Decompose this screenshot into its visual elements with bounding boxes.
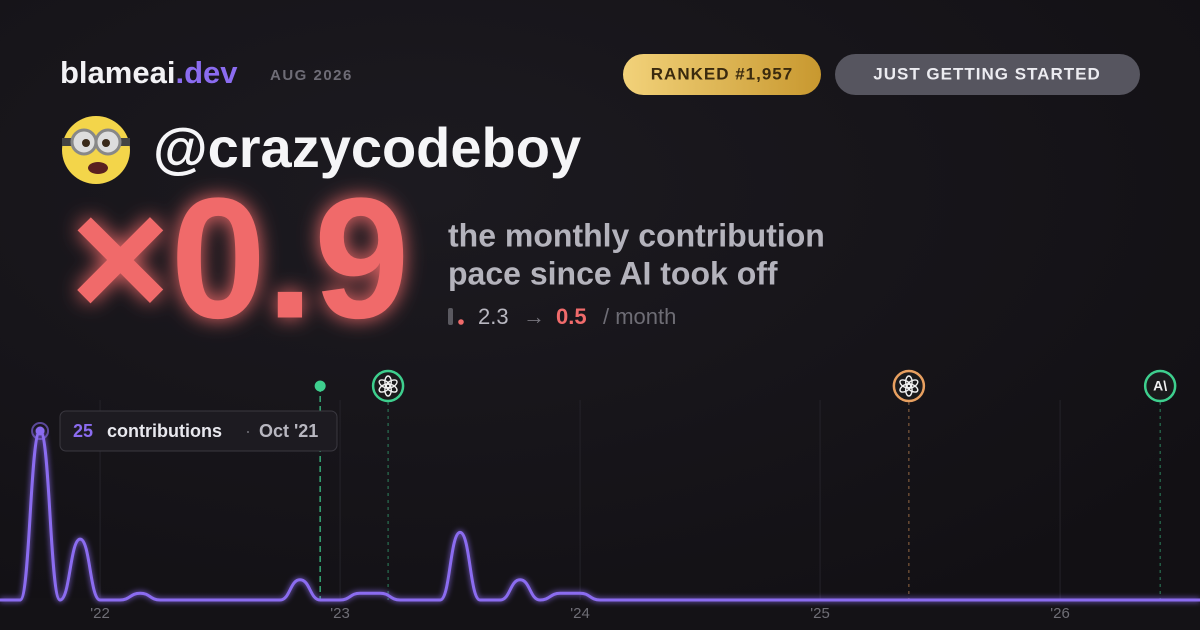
- tooltip-value: 25: [73, 421, 93, 441]
- rank-pill: [623, 54, 821, 95]
- before-icon: [448, 308, 453, 325]
- after-value: 0.5: [556, 304, 587, 329]
- event-icon: [1143, 369, 1177, 403]
- event-label: A\: [1153, 378, 1167, 394]
- openai-icon: [378, 375, 398, 397]
- before-value: 2.3: [478, 304, 509, 329]
- arrow: →: [523, 304, 545, 329]
- x-tick-label: '25: [810, 605, 830, 622]
- avatar: [62, 116, 130, 184]
- tooltip-unit: contributions: [107, 421, 222, 441]
- unit: / month: [603, 304, 676, 329]
- brand: blameai.dev: [60, 55, 238, 90]
- caption-line: pace since AI took off: [448, 255, 778, 291]
- tooltip-separator: ·: [245, 421, 251, 441]
- brand-name: blameai: [60, 55, 175, 90]
- event-dot: [314, 380, 326, 392]
- tooltip-box: [59, 410, 338, 452]
- brand-tld: .dev: [175, 55, 238, 90]
- logo-petal: [899, 379, 912, 389]
- highlight-ring: [31, 422, 50, 440]
- multiplier: ×0.9: [70, 162, 410, 354]
- event-icon: [892, 369, 926, 403]
- x-tick-label: '22: [90, 605, 110, 622]
- chart: '22 '23 '24 '25 '26 A\ 25 contributions · Oct '21: [0, 369, 1200, 622]
- tooltip: 25 contributions · Oct '21: [59, 410, 338, 452]
- contribution-line: [0, 429, 1200, 602]
- after-icon: [458, 319, 464, 325]
- date: AUG 2026: [270, 67, 353, 84]
- status-pill: [835, 54, 1140, 95]
- openai-icon: [899, 375, 919, 397]
- x-tick-label: '24: [570, 605, 590, 622]
- logo-petal: [378, 379, 391, 389]
- tooltip-date: Oct '21: [259, 421, 318, 441]
- axis-band: [0, 598, 1200, 630]
- caption-line: the monthly contribution: [448, 217, 825, 253]
- event-icon: [371, 369, 405, 403]
- x-tick-label: '23: [330, 605, 350, 622]
- handle: @crazycodeboy: [153, 116, 581, 179]
- status: JUST GETTING STARTED: [873, 64, 1100, 83]
- rank: RANKED #1,957: [651, 64, 793, 83]
- x-tick-label: '26: [1050, 605, 1070, 622]
- highlight-point: [35, 426, 45, 436]
